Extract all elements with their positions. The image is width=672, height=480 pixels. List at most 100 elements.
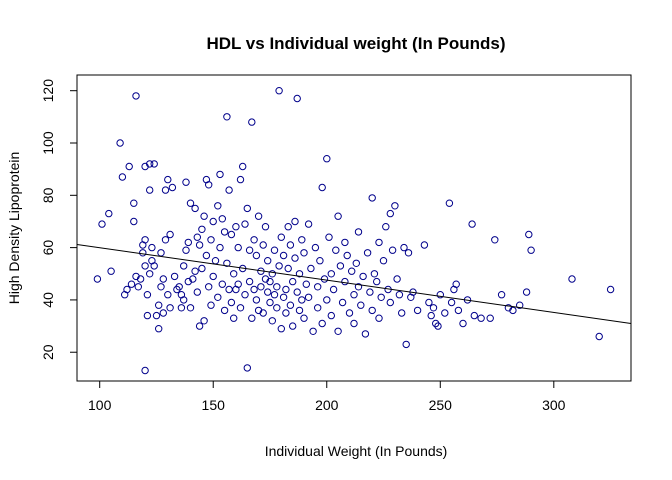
data-point: [234, 243, 242, 252]
data-point: [245, 246, 254, 254]
regression-line-group: [76, 243, 632, 324]
data-point: [209, 217, 217, 226]
y-tick-label: 80: [40, 187, 56, 203]
data-point: [141, 262, 149, 270]
data-point: [155, 301, 163, 309]
data-point: [314, 304, 322, 312]
data-point: [486, 314, 494, 322]
data-point: [325, 233, 333, 241]
data-point: [302, 280, 310, 288]
data-point: [420, 241, 429, 249]
data-point: [400, 243, 408, 252]
y-tick-label: 40: [40, 292, 56, 308]
data-point: [254, 212, 263, 220]
data-point: [350, 319, 358, 328]
data-point: [393, 275, 401, 283]
data-point: [207, 236, 215, 244]
y-tick-label: 120: [40, 79, 56, 103]
data-point: [522, 288, 531, 296]
data-point: [391, 202, 399, 210]
data-point: [268, 270, 276, 278]
data-point: [230, 314, 238, 322]
data-point: [177, 304, 186, 312]
data-point: [373, 277, 381, 286]
data-point: [286, 241, 295, 249]
data-point: [189, 275, 197, 283]
data-point: [314, 283, 322, 291]
data-point: [375, 238, 383, 247]
data-point: [146, 160, 154, 168]
data-point: [497, 291, 506, 299]
data-point: [298, 296, 306, 304]
data-point: [361, 330, 370, 338]
data-point: [404, 249, 413, 257]
data-point: [606, 285, 615, 294]
data-point: [298, 236, 306, 244]
data-point: [386, 209, 394, 218]
data-point: [175, 283, 183, 291]
data-point: [432, 319, 440, 328]
data-point: [243, 364, 252, 372]
regression-line: [76, 243, 632, 324]
data-point: [146, 270, 154, 278]
data-point: [207, 301, 215, 309]
data-point: [293, 288, 301, 296]
data-point: [382, 223, 390, 231]
y-tick-label: 20: [40, 344, 56, 360]
data-point: [370, 270, 379, 278]
data-point: [291, 254, 299, 262]
data-point: [525, 230, 533, 239]
data-point: [309, 327, 317, 335]
data-point: [191, 267, 199, 275]
data-point: [139, 249, 147, 257]
data-point: [425, 298, 433, 307]
y-tick-label: 60: [40, 240, 56, 256]
data-point: [366, 288, 374, 296]
data-point: [329, 285, 338, 294]
data-point: [436, 291, 444, 299]
data-point: [159, 309, 168, 317]
data-point: [429, 304, 438, 312]
data-point: [166, 304, 174, 312]
data-point: [352, 259, 360, 267]
data-point: [123, 285, 131, 294]
x-tick-label: 100: [88, 397, 112, 413]
data-point: [200, 212, 208, 220]
data-point: [275, 262, 283, 270]
data-point: [186, 304, 195, 312]
data-point: [143, 311, 152, 320]
data-point: [338, 298, 347, 307]
data-point: [289, 277, 297, 286]
x-tick-label: 250: [429, 397, 453, 413]
data-point: [468, 220, 476, 228]
data-point: [202, 251, 211, 260]
data-point: [286, 301, 295, 309]
data-point: [261, 223, 270, 231]
data-point: [334, 212, 342, 220]
data-point: [164, 175, 172, 184]
y-axis-label: High Density Lipoprotein: [6, 152, 22, 305]
data-point: [180, 262, 188, 270]
data-point: [377, 293, 385, 301]
data-point: [134, 283, 143, 291]
data-point: [143, 291, 152, 299]
data-point: [323, 155, 331, 163]
data-point: [155, 325, 163, 333]
data-point: [252, 296, 261, 304]
data-point: [273, 304, 281, 312]
data-point: [118, 173, 127, 181]
data-point: [516, 301, 524, 309]
data-point: [413, 306, 422, 315]
data-point: [357, 301, 365, 309]
data-point: [191, 204, 199, 213]
data-point: [220, 228, 229, 236]
x-tick-label: 150: [202, 397, 226, 413]
data-point: [368, 306, 376, 315]
data-point: [270, 291, 279, 299]
data-point: [477, 314, 485, 322]
x-axis-label: Individual Weight (In Pounds): [265, 443, 448, 459]
data-point: [141, 236, 149, 244]
data-point: [218, 280, 227, 288]
data-point: [195, 241, 204, 249]
data-point: [245, 277, 254, 286]
